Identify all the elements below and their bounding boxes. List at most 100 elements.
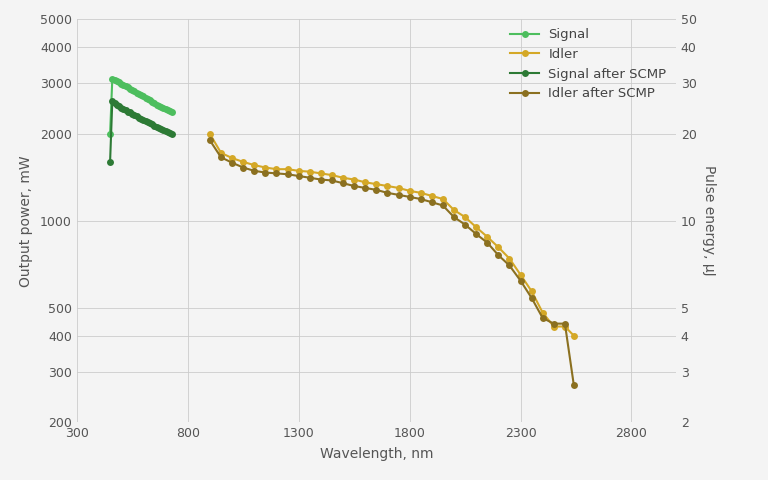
Signal (112, 78, 121, 84)
Signal (161, 106, 170, 112)
Idler (327, 172, 336, 178)
Line: Signal after SCMP: Signal after SCMP (107, 97, 176, 166)
Idler after SCMP (405, 194, 414, 200)
Idler after SCMP (538, 315, 548, 321)
Idler after SCMP (327, 178, 336, 183)
Idler after SCMP (439, 203, 448, 208)
Signal after SCMP (165, 131, 174, 136)
Signal (152, 102, 161, 108)
Idler after SCMP (516, 278, 525, 284)
Idler after SCMP (527, 295, 536, 301)
Y-axis label: Output power, mW: Output power, mW (19, 155, 33, 287)
Idler after SCMP (316, 177, 326, 182)
Idler after SCMP (372, 187, 381, 193)
Signal after SCMP (163, 129, 172, 135)
Idler after SCMP (227, 160, 237, 166)
Idler (239, 159, 248, 165)
Idler after SCMP (461, 222, 470, 228)
Signal (119, 82, 128, 88)
Signal (132, 90, 141, 96)
Idler after SCMP (361, 185, 370, 191)
Line: Idler after SCMP: Idler after SCMP (207, 137, 578, 388)
Signal (130, 88, 139, 94)
Idler (205, 131, 214, 137)
Idler (549, 324, 558, 329)
Signal after SCMP (152, 124, 161, 130)
Signal after SCMP (167, 131, 177, 137)
Idler (561, 324, 570, 329)
Idler after SCMP (349, 183, 359, 189)
Idler (361, 180, 370, 185)
Idler after SCMP (427, 199, 436, 205)
Signal (154, 103, 164, 108)
Signal after SCMP (110, 100, 119, 106)
Signal after SCMP (127, 111, 137, 117)
Signal after SCMP (157, 126, 166, 132)
Signal after SCMP (123, 109, 132, 115)
Legend: Signal, Idler, Signal after SCMP, Idler after SCMP: Signal, Idler, Signal after SCMP, Idler … (505, 23, 672, 106)
Idler (416, 190, 425, 196)
Idler (482, 234, 492, 240)
Signal after SCMP (119, 106, 128, 111)
Idler after SCMP (305, 175, 314, 180)
Signal after SCMP (141, 119, 151, 124)
Idler (461, 214, 470, 220)
Signal after SCMP (150, 122, 159, 128)
Signal (127, 87, 137, 93)
Idler (516, 272, 525, 277)
Idler (527, 288, 536, 294)
Signal after SCMP (108, 98, 117, 104)
Signal (145, 97, 154, 103)
Signal after SCMP (132, 114, 141, 120)
Signal (108, 76, 117, 82)
Signal (114, 80, 124, 85)
Idler after SCMP (250, 168, 259, 174)
Idler after SCMP (449, 214, 458, 220)
Idler (538, 310, 548, 316)
Signal after SCMP (137, 116, 146, 122)
Signal (150, 100, 159, 106)
Signal after SCMP (117, 105, 126, 110)
Signal (139, 94, 148, 99)
Idler (449, 207, 458, 213)
Signal after SCMP (114, 103, 124, 109)
Idler (505, 256, 514, 262)
Signal after SCMP (105, 159, 114, 165)
Signal after SCMP (134, 115, 144, 120)
Idler after SCMP (569, 382, 578, 388)
Idler (372, 181, 381, 187)
Idler (394, 185, 403, 191)
Idler (439, 196, 448, 202)
Signal (167, 109, 177, 115)
Idler (294, 168, 303, 174)
Signal after SCMP (143, 119, 152, 125)
Signal after SCMP (112, 102, 121, 108)
Idler (339, 175, 348, 180)
Signal after SCMP (125, 109, 134, 115)
Idler after SCMP (205, 138, 214, 144)
Idler (569, 333, 578, 338)
Idler after SCMP (261, 169, 270, 175)
Signal after SCMP (147, 121, 157, 127)
Signal (137, 93, 146, 98)
Y-axis label: Pulse energy, µJ: Pulse energy, µJ (702, 166, 716, 276)
Signal (134, 91, 144, 97)
Idler after SCMP (416, 196, 425, 202)
Idler after SCMP (549, 321, 558, 326)
Signal (123, 84, 132, 90)
Idler after SCMP (382, 190, 392, 196)
Idler after SCMP (472, 231, 481, 237)
Idler after SCMP (494, 252, 503, 258)
Signal (105, 131, 114, 137)
Signal (147, 99, 157, 105)
Line: Idler: Idler (207, 131, 578, 339)
Idler after SCMP (339, 180, 348, 186)
Signal (117, 81, 126, 86)
Signal after SCMP (145, 120, 154, 126)
Signal (143, 96, 152, 102)
Idler after SCMP (217, 155, 226, 160)
Signal (125, 86, 134, 92)
Signal (157, 104, 166, 110)
Signal (163, 107, 172, 113)
Idler after SCMP (561, 321, 570, 326)
